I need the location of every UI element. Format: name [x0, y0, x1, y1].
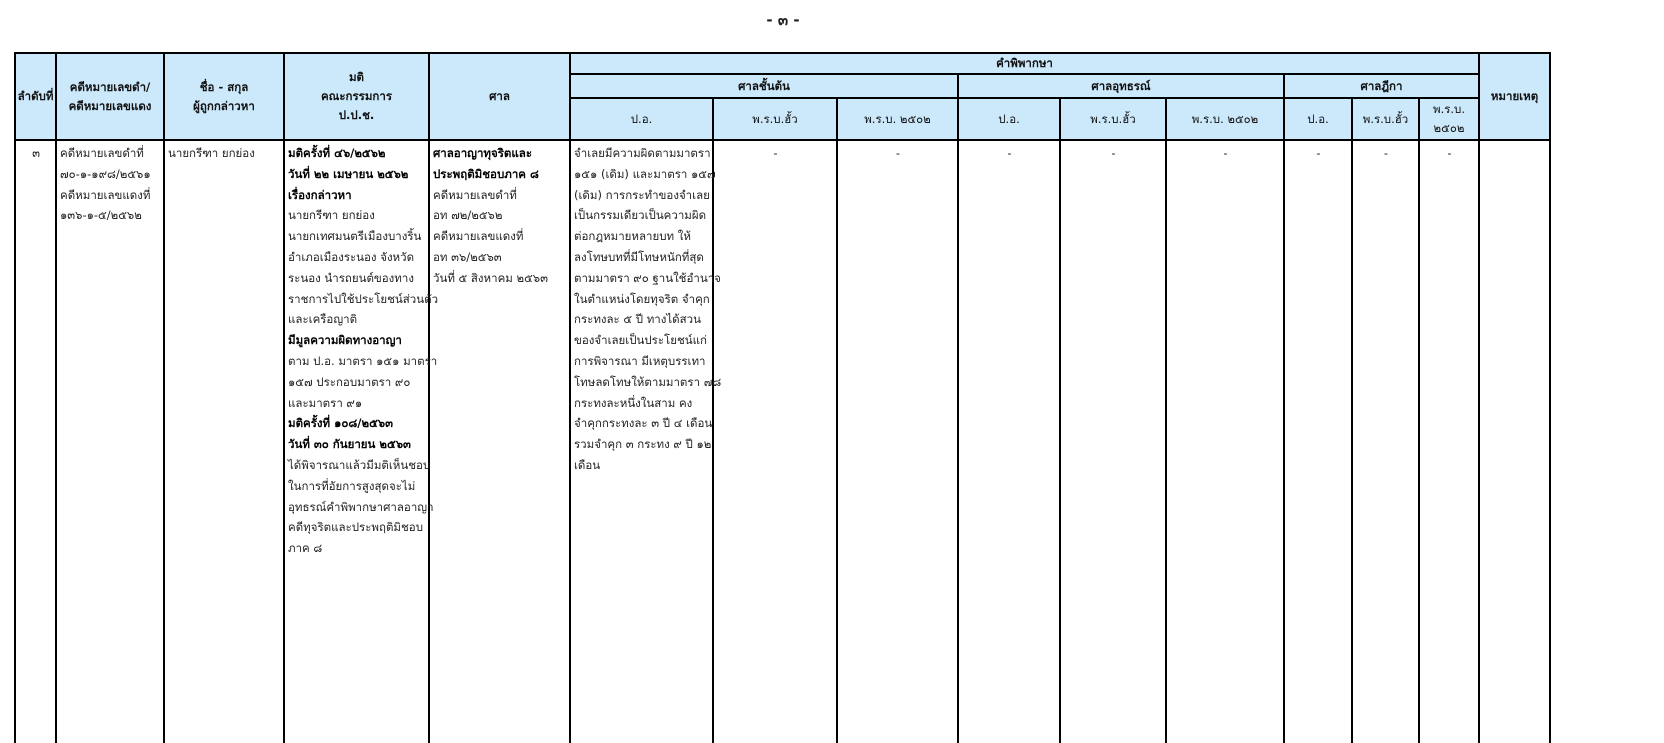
text-line: ๑๕๑ (เดิม) และมาตรา ๑๕๗: [574, 166, 716, 181]
header-remarks: หมายเหตุ: [1478, 52, 1551, 141]
cell-first-2502: -: [836, 140, 959, 743]
text-line: ในการที่อัยการสูงสุดจะไม่: [288, 478, 416, 493]
text-line: ตาม ป.อ. มาตรา ๑๕๑ มาตรา: [288, 353, 438, 368]
header-case-no: คดีหมายเลขดำ/คดีหมายเลขแดง: [55, 52, 165, 141]
text-line: เป็นกรรมเดียวเป็นความผิด: [574, 208, 707, 223]
text-line: มีมูลความผิดทางอาญา: [288, 333, 402, 348]
cell-appeal-po: -: [957, 140, 1061, 743]
cell-appeal-2502: -: [1165, 140, 1285, 743]
text-line: กระทงละ ๕ ปี ทางได้สวน: [574, 312, 701, 327]
text-line: มติครั้งที่ ๑๐๘/๒๕๖๓: [288, 416, 393, 431]
header-resolution: มติ คณะกรรมการ ป.ป.ช.: [283, 52, 430, 141]
cell-supreme-bid: -: [1351, 140, 1420, 743]
text-line: คดีหมายเลขดำที่: [60, 146, 144, 160]
text-line: รวมจำคุก ๓ กระทง ๙ ปี ๑๒: [574, 437, 712, 452]
cell-supreme-po: -: [1283, 140, 1353, 743]
text-line: มติครั้งที่ ๔๖/๒๕๖๒: [288, 146, 386, 160]
text-line: ในตำแหน่งโดยทุจริต จำคุก: [574, 291, 710, 306]
cell-case-no: คดีหมายเลขดำที่๗๐-๑-๑๙๘/๒๕๖๑คดีหมายเลขแด…: [55, 140, 165, 743]
header-judgment: คำพิพากษา: [569, 52, 1480, 75]
header-sub: ป.อ.: [569, 97, 714, 141]
cell-first-bid: -: [712, 140, 838, 743]
text-line: อท ๓๖/๒๕๖๓: [433, 249, 502, 264]
text-line: ลงโทษบทที่มีโทษหนักที่สุด: [574, 249, 704, 264]
text-line: คดีหมายเลขดำที่: [433, 187, 517, 202]
text-line: เดือน: [574, 457, 601, 472]
text-line: (เดิม) การกระทำของจำเลย: [574, 187, 710, 202]
text-line: ระนอง นำรถยนต์ของทาง: [288, 270, 414, 285]
text-line: จำคุกกระทงละ ๓ ปี ๔ เดือน: [574, 416, 713, 431]
text-line: นายกเทศมนตรีเมืองบางริ้น: [288, 229, 422, 244]
text-line: ของจำเลยเป็นประโยชน์แก่: [574, 333, 707, 348]
text-line: วันที่ ๓๐ กันยายน ๒๕๖๓: [288, 437, 411, 452]
text-line: การพิจารณา มีเหตุบรรเทา: [574, 353, 706, 368]
text-line: ต่อกฎหมายหลายบท ให้: [574, 229, 691, 244]
text-line: ราชการไปใช้ประโยชน์ส่วนตัว: [288, 291, 439, 306]
cell-supreme-2502: -: [1418, 140, 1480, 743]
table-row: ๓ คดีหมายเลขดำที่ ๗๐-๑-๑๙๘/๒๕๖๑ คดีหมายเลข…: [14, 140, 1551, 743]
text-line: ศาลอาญาทุจริตและ: [433, 146, 533, 160]
text-line: วันที่ ๕ สิงหาคม ๒๕๖๓: [433, 270, 548, 285]
text-line: จำเลยมีความผิดตามมาตรา: [574, 146, 711, 160]
cell-remarks: [1478, 140, 1551, 743]
cell-first-po: จำเลยมีความผิดตามมาตรา๑๕๑ (เดิม) และมาตร…: [569, 140, 722, 743]
header-sub: พ.ร.บ. ๒๕๐๒: [1165, 97, 1285, 141]
header-no: ลำดับที่: [14, 52, 57, 141]
header-first-instance: ศาลชั้นต้น: [569, 73, 959, 99]
text-line: ๑๕๗ ประกอบมาตรา ๙๐: [288, 374, 411, 389]
text-line: ประพฤติมิชอบภาค ๘: [433, 166, 539, 181]
header-sub: พ.ร.บ.ฮั้ว: [1351, 97, 1420, 141]
text-line: ๗๐-๑-๑๙๘/๒๕๖๑: [60, 166, 151, 181]
page-number: - ๓ -: [766, 11, 800, 29]
text-line: เรื่องกล่าวหา: [288, 187, 352, 202]
header-sub: พ.ร.บ.ฮั้ว: [1059, 97, 1167, 141]
text-line: ภาค ๘: [288, 541, 323, 556]
text-line: วันที่ ๒๒ เมษายน ๒๕๖๒: [288, 166, 409, 181]
header-name: ชื่อ - สกุล ผู้ถูกกล่าวหา: [163, 52, 285, 141]
text-line: อุทธรณ์คำพิพากษาศาลอาญา: [288, 499, 434, 514]
cell-name: นายกรีฑา ยกย่อง: [163, 140, 285, 743]
text-line: และเครือญาติ: [288, 312, 358, 327]
text-line: ๑๓๖-๑-๕/๒๕๖๒: [60, 208, 142, 223]
text-line: อำเภอเมืองระนอง จังหวัด: [288, 249, 415, 264]
case-table: ลำดับที่ คดีหมายเลขดำ/คดีหมายเลขแดง ชื่อ…: [14, 52, 1551, 743]
header-sub: พ.ร.บ. ๒๕๐๒: [1418, 97, 1480, 141]
header-sub: ป.อ.: [957, 97, 1061, 141]
header-supreme: ศาลฎีกา: [1283, 73, 1480, 99]
header-appeal: ศาลอุทธรณ์: [957, 73, 1285, 99]
text-line: ได้พิจารณาแล้วมีมติเห็นชอบ: [288, 457, 431, 472]
header-sub: พ.ร.บ.ฮั้ว: [712, 97, 838, 141]
header-sub: ป.อ.: [1283, 97, 1353, 141]
text-line: คดีหมายเลขแดงที่: [60, 187, 151, 202]
text-line: โทษลดโทษให้ตามมาตรา ๗๘: [574, 374, 722, 389]
cell-resolution: มติครั้งที่ ๔๖/๒๕๖๒วันที่ ๒๒ เมษายน ๒๕๖๒…: [283, 140, 439, 743]
text-line: และมาตรา ๙๑: [288, 395, 363, 410]
cell-no: ๓: [14, 140, 57, 743]
text-line: คดีทุจริตและประพฤติมิชอบ: [288, 520, 424, 535]
header-sub: พ.ร.บ. ๒๕๐๒: [836, 97, 959, 141]
text-line: อท ๗๒/๒๕๖๒: [433, 208, 503, 223]
header-court: ศาล: [428, 52, 571, 141]
cell-appeal-bid: -: [1059, 140, 1167, 743]
text-line: ตามมาตรา ๙๐ ฐานใช้อำนาจ: [574, 270, 721, 285]
text-line: นายกรีฑา ยกย่อง: [288, 208, 375, 223]
text-line: กระทงละหนึ่งในสาม คง: [574, 395, 693, 410]
text-line: คดีหมายเลขแดงที่: [433, 229, 524, 244]
cell-court: ศาลอาญาทุจริตและประพฤติมิชอบภาค ๘คดีหมาย…: [428, 140, 571, 743]
